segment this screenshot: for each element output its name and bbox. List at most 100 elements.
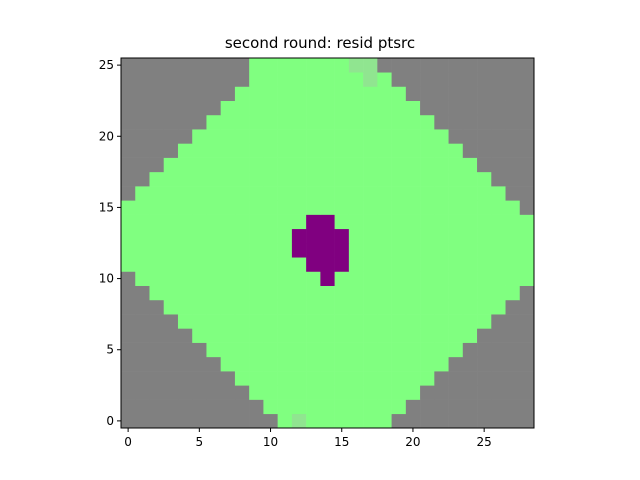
heatmap-cell bbox=[348, 114, 364, 130]
heatmap-cell bbox=[462, 342, 478, 358]
heatmap-cell bbox=[192, 171, 207, 187]
heatmap-cell bbox=[277, 371, 293, 386]
heatmap-cell bbox=[462, 257, 478, 272]
heatmap-cell bbox=[291, 171, 307, 187]
heatmap-cell bbox=[477, 257, 492, 272]
heatmap-cell bbox=[277, 257, 293, 272]
heatmap-cell bbox=[434, 257, 449, 272]
heatmap-cell bbox=[405, 171, 421, 187]
heatmap-cell bbox=[220, 200, 236, 215]
heatmap-cell bbox=[177, 356, 193, 372]
heatmap-cell bbox=[420, 356, 435, 372]
heatmap-cell bbox=[249, 399, 264, 415]
heatmap-cell bbox=[363, 385, 378, 400]
heatmap-cell bbox=[320, 257, 335, 272]
heatmap-cell bbox=[334, 257, 350, 272]
heatmap-cell bbox=[149, 143, 165, 158]
heatmap-cell bbox=[434, 271, 449, 286]
heatmap-cell bbox=[462, 72, 478, 87]
heatmap-cell bbox=[206, 214, 221, 230]
heatmap-cell bbox=[434, 299, 449, 315]
heatmap-cell bbox=[519, 214, 535, 230]
y-tick-label: 5 bbox=[106, 343, 114, 357]
heatmap-cell bbox=[377, 214, 392, 230]
heatmap-cell bbox=[405, 100, 421, 116]
heatmap-cell bbox=[405, 257, 421, 272]
heatmap-cell bbox=[491, 243, 506, 258]
heatmap-cell bbox=[177, 371, 193, 386]
heatmap-cell bbox=[448, 228, 464, 244]
heatmap-cell bbox=[177, 100, 193, 116]
heatmap-cell bbox=[163, 342, 179, 358]
heatmap-cell bbox=[263, 413, 278, 429]
heatmap-cell bbox=[177, 157, 193, 173]
heatmap-cell bbox=[234, 58, 250, 73]
heatmap-cell bbox=[249, 328, 264, 343]
heatmap-cell bbox=[377, 100, 392, 116]
heatmap-cell bbox=[334, 114, 350, 130]
heatmap-cell bbox=[434, 228, 449, 244]
heatmap-cell bbox=[234, 314, 250, 329]
heatmap-cell bbox=[348, 157, 364, 173]
heatmap-cell bbox=[348, 129, 364, 144]
heatmap-cell bbox=[420, 86, 435, 101]
heatmap-cell bbox=[121, 186, 136, 201]
heatmap-cell bbox=[462, 86, 478, 101]
heatmap-cell bbox=[121, 129, 136, 144]
heatmap-cell bbox=[177, 271, 193, 286]
heatmap-cell bbox=[206, 171, 221, 187]
heatmap-cell bbox=[377, 143, 392, 158]
heatmap-cell bbox=[477, 356, 492, 372]
heatmap-cell bbox=[320, 285, 335, 301]
heatmap-cell bbox=[505, 214, 521, 230]
y-axis: 0 5 10 15 20 25 bbox=[99, 58, 121, 428]
heatmap-cell bbox=[363, 356, 378, 372]
heatmap-cell bbox=[320, 271, 335, 286]
heatmap-cell bbox=[234, 243, 250, 258]
heatmap-cell bbox=[263, 257, 278, 272]
heatmap-cell bbox=[177, 171, 193, 187]
heatmap-cell bbox=[391, 413, 407, 429]
heatmap-cell bbox=[505, 243, 521, 258]
heatmap-cell bbox=[192, 385, 207, 400]
heatmap-cell bbox=[491, 86, 506, 101]
heatmap-cell bbox=[220, 100, 236, 116]
heatmap-cell bbox=[206, 143, 221, 158]
heatmap-cell bbox=[135, 143, 150, 158]
heatmap-cell bbox=[277, 214, 293, 230]
heatmap-cell bbox=[448, 314, 464, 329]
heatmap-cell bbox=[163, 257, 179, 272]
heatmap-cell bbox=[491, 143, 506, 158]
heatmap-cell bbox=[519, 72, 535, 87]
heatmap-cell bbox=[249, 58, 264, 73]
heatmap-cell bbox=[434, 157, 449, 173]
heatmap-cell bbox=[149, 114, 165, 130]
heatmap-cell bbox=[377, 171, 392, 187]
heatmap-cell bbox=[206, 285, 221, 301]
heatmap-cell bbox=[206, 314, 221, 329]
heatmap-cell bbox=[505, 186, 521, 201]
heatmap-cell bbox=[277, 86, 293, 101]
heatmap-cell bbox=[135, 328, 150, 343]
heatmap-cell bbox=[135, 385, 150, 400]
heatmap-cell bbox=[277, 129, 293, 144]
heatmap-cell bbox=[462, 157, 478, 173]
heatmap-cell bbox=[334, 243, 350, 258]
heatmap-cell bbox=[249, 285, 264, 301]
heatmap-cell bbox=[263, 314, 278, 329]
heatmap-cell bbox=[320, 342, 335, 358]
heatmap-cell bbox=[462, 243, 478, 258]
heatmap-cell bbox=[263, 58, 278, 73]
heatmap-cell bbox=[206, 342, 221, 358]
heatmap-cell bbox=[263, 143, 278, 158]
heatmap-cell bbox=[192, 86, 207, 101]
heatmap-cell bbox=[505, 371, 521, 386]
heatmap-cell bbox=[505, 171, 521, 187]
heatmap-cell bbox=[206, 72, 221, 87]
heatmap-cell bbox=[249, 200, 264, 215]
heatmap-cell bbox=[220, 58, 236, 73]
heatmap-cell bbox=[391, 114, 407, 130]
heatmap-cell bbox=[234, 129, 250, 144]
heatmap-cell bbox=[519, 257, 535, 272]
heatmap-cell bbox=[477, 328, 492, 343]
